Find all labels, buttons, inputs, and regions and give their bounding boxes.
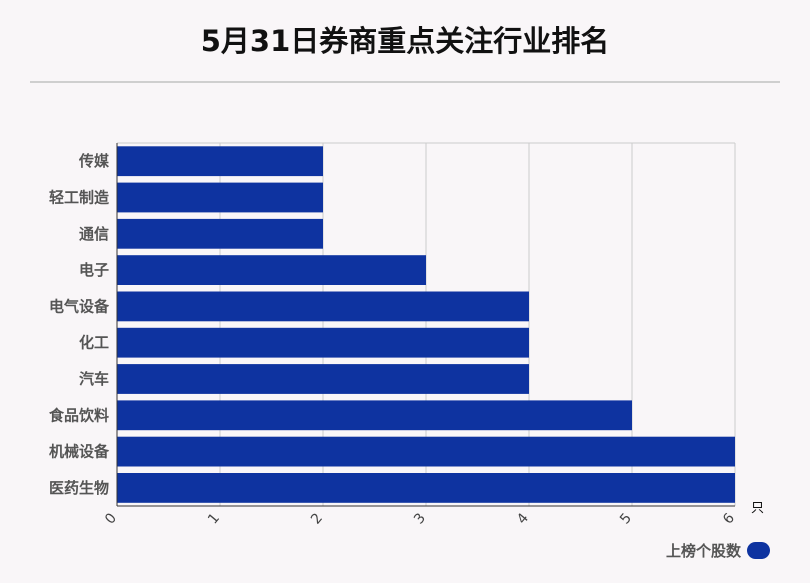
category-label: 传媒 (78, 152, 110, 170)
bar (117, 327, 529, 358)
bar (117, 255, 426, 285)
legend: 上榜个股数 (666, 540, 770, 561)
category-label: 轻工制造 (49, 188, 109, 206)
x-tick-label: 2 (308, 510, 326, 527)
category-label: 汽车 (79, 370, 109, 388)
chart-title: 5月31日券商重点关注行业排名 (200, 24, 610, 58)
x-tick-label: 5 (617, 510, 635, 527)
x-axis-unit: 只 (751, 501, 764, 516)
bar (117, 182, 323, 213)
category-label: 通信 (79, 225, 109, 243)
bar (117, 291, 529, 322)
category-label: 电气设备 (49, 297, 110, 315)
category-label: 医药生物 (49, 479, 109, 497)
bar (117, 400, 632, 431)
legend-label: 上榜个股数 (665, 542, 741, 560)
category-label: 食品饮料 (49, 406, 109, 424)
x-tick-label: 4 (514, 510, 532, 527)
bar (117, 364, 529, 394)
bar (117, 473, 735, 503)
category-label: 化工 (79, 334, 109, 352)
x-tick-label: 6 (720, 510, 738, 527)
title-divider (30, 81, 780, 83)
category-label: 电子 (79, 261, 109, 279)
category-label: 机械设备 (49, 443, 110, 461)
x-tick-label: 3 (411, 510, 429, 527)
bar (117, 218, 323, 249)
bar (117, 146, 323, 177)
x-tick-label: 1 (205, 510, 223, 527)
legend-swatch (747, 542, 770, 559)
bar (117, 436, 735, 467)
x-tick-label: 0 (102, 510, 120, 527)
